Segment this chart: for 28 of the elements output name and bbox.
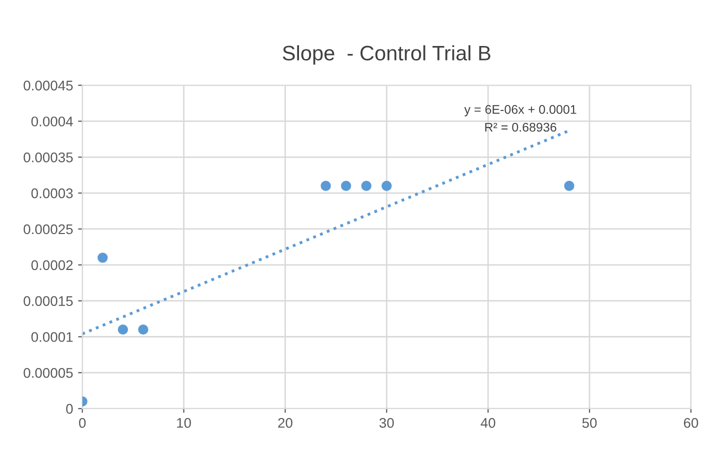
x-tick-label: 40 bbox=[480, 418, 496, 428]
y-tick-label: 0.00015 bbox=[24, 296, 73, 306]
x-tick-label: 10 bbox=[177, 418, 191, 428]
point bbox=[320, 180, 331, 191]
point bbox=[382, 180, 392, 191]
y-tick-label: 0.00045 bbox=[24, 80, 73, 90]
y-tick-label: 0.00005 bbox=[24, 368, 73, 378]
annotation: R² = 0.68936 bbox=[485, 122, 556, 132]
point bbox=[340, 180, 352, 191]
point bbox=[98, 252, 108, 263]
x-tick-label: 50 bbox=[582, 418, 597, 428]
y-tick-label: 0 bbox=[66, 404, 73, 414]
x-tick-label: 30 bbox=[379, 418, 394, 428]
point bbox=[138, 324, 148, 335]
y-tick-label: 0.00035 bbox=[24, 152, 73, 162]
y-tick-label: 0.0003 bbox=[31, 188, 73, 198]
annotation: y = 6E-06x + 0.0001 bbox=[464, 105, 576, 116]
point bbox=[564, 180, 574, 191]
x-tick-label: 0 bbox=[79, 418, 86, 428]
x-tick-label: 60 bbox=[684, 418, 698, 428]
y-tick-label: 0.0001 bbox=[31, 332, 73, 342]
chart-title: Slope - Control Trial B bbox=[282, 45, 490, 65]
y-tick-label: 0.0002 bbox=[31, 260, 73, 270]
point bbox=[361, 180, 372, 191]
y-tick-label: 0.00025 bbox=[24, 224, 73, 234]
point bbox=[118, 324, 128, 335]
x-tick-label: 20 bbox=[278, 418, 292, 428]
y-tick-label: 0.0004 bbox=[31, 116, 73, 126]
